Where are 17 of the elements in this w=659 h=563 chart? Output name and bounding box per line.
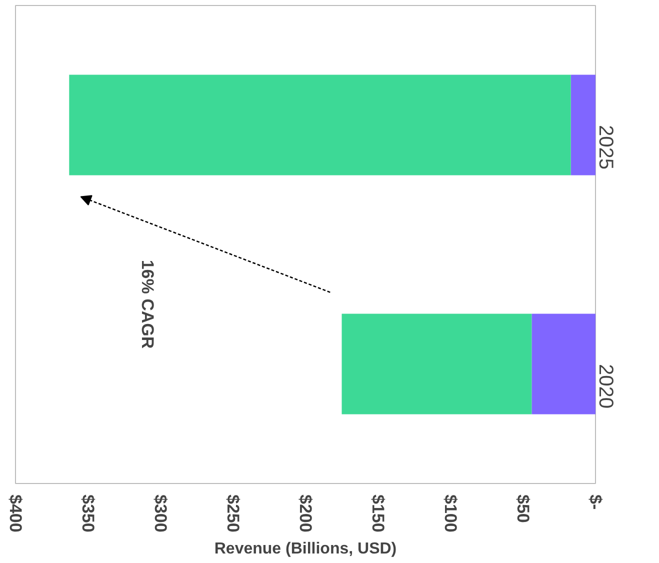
bar (69, 74, 571, 176)
x-tick-label: $150 (368, 494, 388, 532)
x-tick-label: $350 (78, 494, 98, 532)
y-tick-label: 2020 (594, 364, 616, 408)
x-tick-label: $200 (296, 494, 315, 532)
bar (532, 314, 596, 414)
x-tick-label: $400 (6, 494, 25, 532)
x-tick-label: $- (586, 494, 605, 510)
bar (342, 314, 532, 414)
x-tick-label: $50 (514, 494, 532, 523)
x-tick-label: $250 (224, 494, 242, 532)
bar (570, 74, 596, 176)
x-tick-label: $300 (151, 494, 170, 532)
x-tick-label: $100 (441, 494, 460, 532)
y-tick-label: 2025 (594, 125, 616, 170)
annotation: 16% CAGR (138, 260, 157, 349)
x-axis-title: Revenue (Billions, USD) (214, 540, 397, 558)
